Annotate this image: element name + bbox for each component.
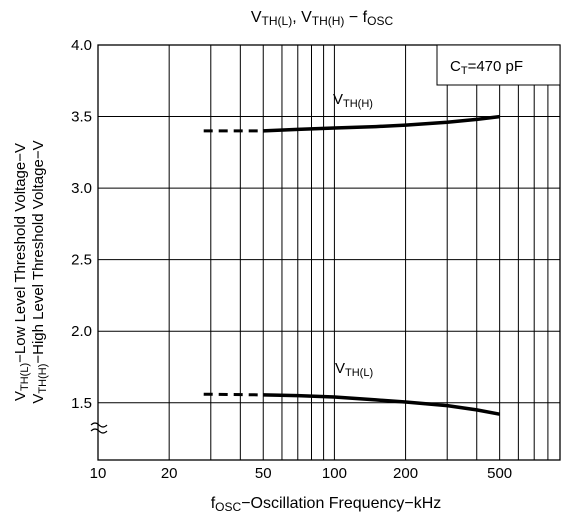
y-tick-label: 3.0 <box>71 180 92 197</box>
chart-title: VTH(L), VTH(H) − fOSC <box>251 9 394 28</box>
x-axis-tick-labels: 10 20 50 100 200 500 <box>90 465 513 482</box>
series-label-vth-h: VTH(H) <box>333 91 373 110</box>
axis-break-wave-1 <box>90 422 108 428</box>
y-axis-label-line2: VTH(H)−High Level Threshold Voltage−V <box>30 140 49 403</box>
series-lines <box>203 114 501 416</box>
y-tick-label: 2.5 <box>71 252 92 269</box>
series-solid-line-0 <box>263 114 500 133</box>
x-tick-label: 200 <box>393 465 418 482</box>
x-tick-label: 500 <box>487 465 512 482</box>
series-dashed-line-1 <box>203 392 264 397</box>
axis-break-symbol <box>90 422 108 434</box>
series-label-vth-l: VTH(L) <box>335 360 373 379</box>
y-tick-label: 4.0 <box>71 37 92 54</box>
y-axis-tick-labels: 1.5 2.0 2.5 3.0 3.5 4.0 <box>71 37 92 412</box>
condition-text: CT=470 pF <box>450 58 523 77</box>
x-tick-label: 10 <box>90 465 107 482</box>
y-tick-label: 1.5 <box>71 395 92 412</box>
y-tick-label: 3.5 <box>71 109 92 126</box>
x-axis-label: fOSC−Oscillation Frequency−kHz <box>211 495 442 514</box>
series-solid-line-1 <box>263 393 501 416</box>
axis-break-wave-2 <box>90 428 108 434</box>
x-tick-label: 50 <box>255 465 272 482</box>
y-tick-label: 2.0 <box>71 323 92 340</box>
condition-box-frame <box>436 44 561 86</box>
condition-box: CT=470 pF <box>436 44 561 86</box>
grid <box>97 44 561 461</box>
x-tick-label: 100 <box>322 465 347 482</box>
y-axis-label-line1: VTH(L)−Low Level Threshold Voltage−V <box>12 143 31 401</box>
x-tick-label: 20 <box>161 465 178 482</box>
